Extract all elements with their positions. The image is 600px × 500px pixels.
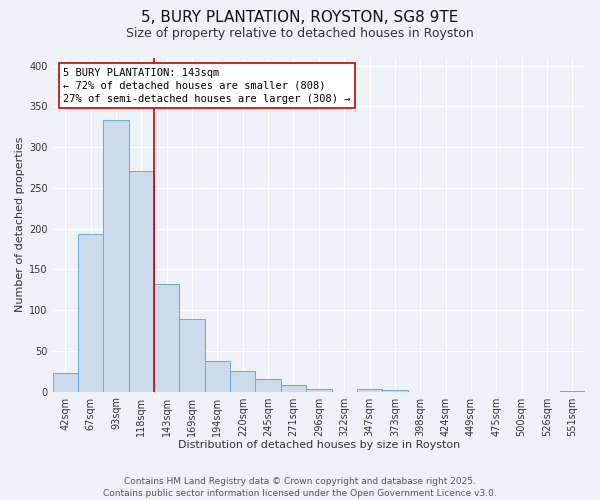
Bar	[179, 319, 205, 392]
Bar	[53, 373, 78, 392]
Bar	[357, 389, 382, 392]
Bar	[103, 120, 129, 392]
Bar	[205, 360, 230, 392]
Bar	[230, 371, 256, 392]
Text: Contains HM Land Registry data © Crown copyright and database right 2025.
Contai: Contains HM Land Registry data © Crown c…	[103, 476, 497, 498]
Bar	[78, 234, 103, 392]
Y-axis label: Number of detached properties: Number of detached properties	[15, 137, 25, 312]
Bar	[154, 284, 179, 392]
X-axis label: Distribution of detached houses by size in Royston: Distribution of detached houses by size …	[178, 440, 460, 450]
Bar	[306, 389, 332, 392]
Bar	[382, 390, 407, 392]
Bar	[560, 391, 585, 392]
Text: Size of property relative to detached houses in Royston: Size of property relative to detached ho…	[126, 28, 474, 40]
Bar	[281, 385, 306, 392]
Bar	[129, 171, 154, 392]
Bar	[256, 378, 281, 392]
Text: 5 BURY PLANTATION: 143sqm
← 72% of detached houses are smaller (808)
27% of semi: 5 BURY PLANTATION: 143sqm ← 72% of detac…	[63, 68, 351, 104]
Text: 5, BURY PLANTATION, ROYSTON, SG8 9TE: 5, BURY PLANTATION, ROYSTON, SG8 9TE	[142, 10, 458, 25]
